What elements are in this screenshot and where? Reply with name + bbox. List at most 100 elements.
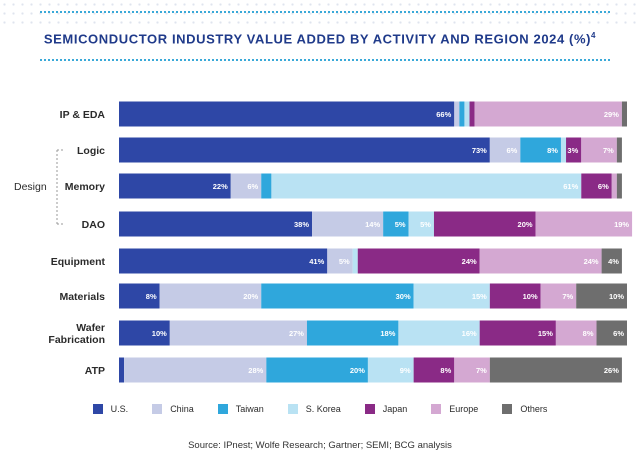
bar-segment (261, 173, 272, 199)
bar-segment (306, 320, 399, 346)
data-label: 15% (538, 329, 553, 338)
title-rule-bottom (40, 59, 610, 61)
bar-segment (540, 283, 577, 309)
legend: U.S. China Taiwan S. Korea Japan Europe Others (0, 404, 640, 414)
bar-segment (601, 248, 622, 274)
bar-segment (596, 320, 627, 346)
data-label: 8% (146, 292, 157, 301)
bar-segment (489, 137, 521, 163)
category-label: ATP (85, 365, 105, 377)
bar-segment (352, 248, 358, 274)
bar-segment (327, 248, 353, 274)
legend-swatch (431, 404, 442, 414)
bar-segment (616, 137, 622, 163)
bar-segment (611, 173, 617, 199)
data-label: 20% (243, 292, 258, 301)
bar-segment (119, 211, 313, 237)
stacked-bar-chart: 66% 29% IP & EDA 73% 6% 8% 3% 7% Logic 22% 6% 61% 6%… (14, 101, 633, 383)
data-label: 38% (294, 220, 309, 229)
bar-segment (230, 173, 262, 199)
legend-swatch (217, 404, 228, 414)
bar-segment (454, 101, 460, 127)
category-label: Wafer (76, 322, 105, 334)
data-label: 6% (247, 182, 258, 191)
legend-label: S. Korea (305, 404, 341, 414)
bar-segment (271, 173, 582, 199)
bar-segment (119, 173, 231, 199)
bar-segment (367, 357, 414, 383)
title-rule-top (40, 11, 610, 13)
bar-segment (312, 211, 384, 237)
legend-item: U.S. (92, 404, 128, 414)
bar-segment (520, 137, 561, 163)
bar-segment (119, 248, 328, 274)
bar-segment (119, 357, 125, 383)
category-label: Fabrication (48, 334, 105, 346)
bar-segment (459, 101, 465, 127)
legend-item: Europe (431, 404, 478, 414)
legend-swatch (502, 404, 513, 414)
category-label: Memory (65, 181, 105, 193)
bar-segment (535, 211, 633, 237)
bar-segment (479, 248, 602, 274)
bar-segment (119, 283, 160, 309)
data-label: 5% (395, 220, 406, 229)
legend-label: Japan (382, 404, 408, 414)
bar-segment (119, 101, 455, 127)
category-label: Equipment (51, 256, 106, 268)
data-label: 6% (598, 182, 609, 191)
bar-segment (357, 248, 480, 274)
legend-swatch (92, 404, 103, 414)
bar-segment (581, 137, 617, 163)
bar-segment (555, 320, 597, 346)
bar-segment (566, 137, 582, 163)
legend-item: Japan (364, 404, 408, 414)
bar-segment (489, 357, 622, 383)
data-label: 20% (518, 220, 533, 229)
legend-item: China (152, 404, 194, 414)
dotted-background (0, 0, 640, 30)
legend-label: China (170, 404, 194, 414)
data-label: 29% (604, 110, 619, 119)
data-label: 28% (248, 366, 263, 375)
data-label: 6% (506, 146, 517, 155)
bar-segment (464, 101, 470, 127)
legend-label: Taiwan (235, 404, 264, 414)
data-label: 24% (462, 257, 477, 266)
bar-segment (413, 357, 455, 383)
category-label: IP & EDA (60, 109, 106, 121)
data-label: 26% (604, 366, 619, 375)
bar-segment (616, 173, 622, 199)
data-label: 9% (400, 366, 411, 375)
category-label: DAO (82, 219, 105, 231)
bar-segment (119, 320, 170, 346)
source-note: Source: IPnest; Wolfe Research; Gartner;… (188, 440, 452, 451)
legend-item: Taiwan (217, 404, 264, 414)
data-label: 8% (583, 329, 594, 338)
bar-segment (266, 357, 368, 383)
chart-title: SEMICONDUCTOR INDUSTRY VALUE ADDED BY AC… (0, 31, 640, 46)
data-label: 8% (547, 146, 558, 155)
data-label: 8% (440, 366, 451, 375)
bar-segment (469, 101, 475, 127)
data-label: 19% (614, 220, 629, 229)
bar-segment (581, 173, 612, 199)
bar-segment (576, 283, 627, 309)
bar-segment (383, 211, 409, 237)
data-label: 15% (472, 292, 487, 301)
bar-segment (489, 283, 541, 309)
data-label: 5% (420, 220, 431, 229)
chart-title-text: SEMICONDUCTOR INDUSTRY VALUE ADDED BY AC… (43, 31, 592, 47)
legend-label: Europe (449, 404, 479, 414)
data-label: 3% (567, 146, 578, 155)
legend-label: Others (520, 404, 548, 414)
data-label: 4% (608, 257, 619, 266)
bar-segment (159, 283, 262, 309)
data-label: 10% (152, 329, 167, 338)
data-label: 24% (584, 257, 599, 266)
bar-segment (474, 101, 622, 127)
data-label: 73% (472, 146, 487, 155)
legend-item: Others (502, 404, 547, 414)
data-label: 27% (289, 329, 304, 338)
data-label: 22% (213, 182, 228, 191)
